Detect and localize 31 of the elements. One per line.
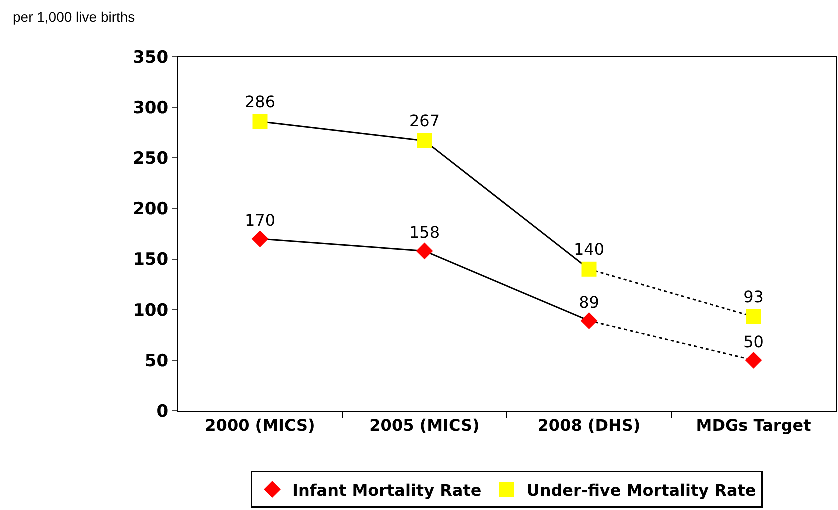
y-axis-title: per 1,000 live births xyxy=(13,9,136,25)
y-tick-label: 250 xyxy=(133,149,169,170)
data-label: 286 xyxy=(244,92,276,112)
x-tick-label: MDGs Target xyxy=(696,416,812,436)
data-label: 170 xyxy=(244,210,276,230)
point xyxy=(745,352,762,369)
point xyxy=(746,309,762,324)
point xyxy=(252,230,269,248)
x-tick-label: 2008 (DHS) xyxy=(538,416,641,436)
point xyxy=(582,262,597,277)
point xyxy=(252,114,268,130)
point xyxy=(580,312,598,330)
data-label: 50 xyxy=(744,332,764,352)
point xyxy=(416,242,434,260)
y-tick-label: 50 xyxy=(144,351,169,372)
y-tick-label: 350 xyxy=(133,48,169,68)
data-label: 158 xyxy=(409,223,440,242)
data-label: 93 xyxy=(744,288,764,307)
y-tick-label: 100 xyxy=(133,300,169,321)
x-tick-label: 2005 (MICS) xyxy=(370,416,480,436)
y-tick-label: 200 xyxy=(133,200,169,220)
legend-label: Infant Mortality Rate xyxy=(292,480,482,500)
y-tick-label: 0 xyxy=(156,402,169,422)
data-label: 267 xyxy=(409,112,440,131)
data-label: 140 xyxy=(574,240,605,260)
legend-label: Under-five Mortality Rate xyxy=(526,480,756,500)
y-tick-label: 300 xyxy=(133,98,169,119)
x-tick-label: 2000 (MICS) xyxy=(205,416,316,436)
y-tick-label: 150 xyxy=(133,250,169,270)
data-label: 89 xyxy=(579,292,600,312)
point xyxy=(417,133,432,148)
